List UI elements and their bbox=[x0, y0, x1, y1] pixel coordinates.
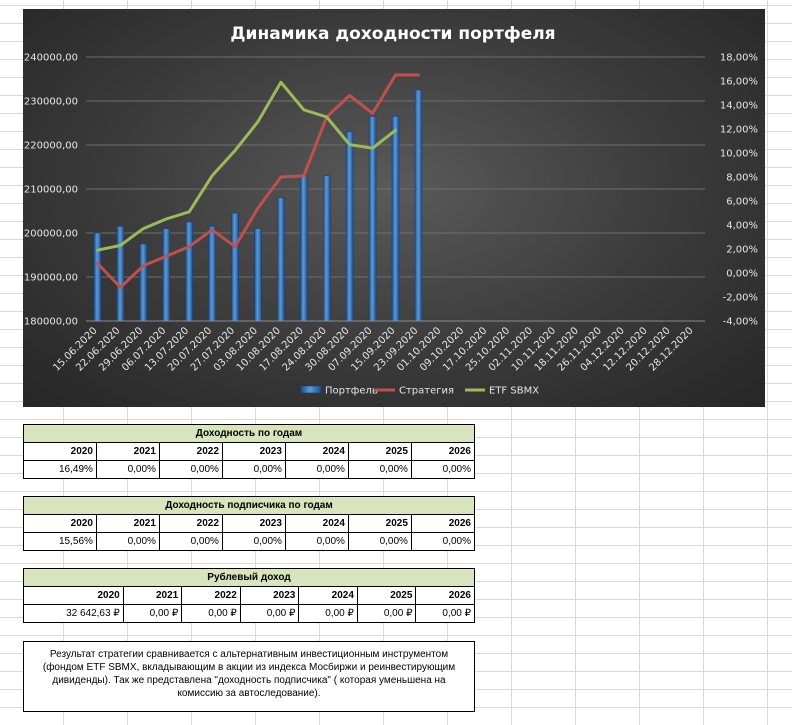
y-left-tick-label: 220000,00 bbox=[24, 141, 78, 152]
bar-portfolio bbox=[185, 221, 193, 322]
year-cell[interactable]: 2020 bbox=[23, 586, 124, 605]
year-header-row: 2020 2021 2022 2023 2024 2025 2026 bbox=[23, 442, 476, 461]
value-cell[interactable]: 0,00% bbox=[221, 532, 286, 551]
value-cell[interactable]: 0,00% bbox=[95, 460, 160, 479]
y-right-tick-label: 16,00% bbox=[720, 77, 758, 88]
y-left-tick-label: 190000,00 bbox=[24, 273, 78, 284]
year-cell[interactable]: 2022 bbox=[181, 586, 241, 605]
chart-title: Динамика доходности портфеля bbox=[230, 24, 555, 44]
year-cell[interactable]: 2020 bbox=[23, 442, 97, 461]
description-note: Результат стратегии сравнивается с альте… bbox=[23, 641, 475, 712]
y-left-tick-label: 230000,00 bbox=[24, 97, 78, 108]
year-cell[interactable]: 2026 bbox=[415, 586, 475, 605]
value-cell[interactable]: 0,00% bbox=[95, 532, 160, 551]
subscriber-return-table: Доходность подписчика по годам 2020 2021 2… bbox=[23, 496, 476, 551]
year-cell[interactable]: 2025 bbox=[347, 514, 412, 533]
table-title: Доходность подписчика по годам bbox=[23, 496, 475, 515]
value-cell[interactable]: 0,00 ₽ bbox=[356, 604, 417, 623]
bar-portfolio bbox=[299, 175, 308, 322]
value-cell[interactable]: 0,00 ₽ bbox=[122, 604, 183, 623]
y-right-tick-label: 8,00% bbox=[726, 173, 758, 184]
year-cell[interactable]: 2026 bbox=[410, 514, 476, 533]
value-cell[interactable]: 0,00% bbox=[410, 460, 476, 479]
bar-portfolio bbox=[322, 175, 331, 322]
value-cell[interactable]: 32 642,63 ₽ bbox=[23, 604, 124, 623]
y-right-tick-label: -4,00% bbox=[723, 317, 758, 328]
value-cell[interactable]: 0,00 ₽ bbox=[239, 604, 300, 623]
value-cell[interactable]: 0,00 ₽ bbox=[181, 604, 241, 623]
y-right-tick-label: 6,00% bbox=[726, 197, 758, 208]
y-left-tick-label: 210000,00 bbox=[24, 185, 78, 196]
bar-portfolio bbox=[208, 226, 216, 322]
value-cell[interactable]: 0,00% bbox=[410, 532, 476, 551]
value-cell[interactable]: 0,00% bbox=[284, 460, 349, 479]
y-left-tick-label: 180000,00 bbox=[24, 317, 78, 328]
table-title: Доходность по годам bbox=[23, 424, 475, 443]
y-right-tick-label: -2,00% bbox=[723, 293, 758, 304]
bar-portfolio bbox=[139, 243, 148, 322]
ruble-income-table: Рублевый доход 2020 2021 2022 2023 2024 2025 2… bbox=[23, 568, 475, 623]
year-cell[interactable]: 2022 bbox=[158, 514, 223, 533]
value-row: 16,49% 0,00% 0,00% 0,00% 0,00% 0,00% 0,00% bbox=[23, 460, 476, 479]
year-cell[interactable]: 2021 bbox=[95, 442, 160, 461]
y-right-tick-label: 12,00% bbox=[720, 125, 758, 136]
bar-portfolio bbox=[345, 131, 354, 322]
y-right-tick-label: 4,00% bbox=[726, 221, 758, 232]
year-header-row: 2020 2021 2022 2023 2024 2025 2026 bbox=[23, 514, 476, 533]
year-cell[interactable]: 2021 bbox=[122, 586, 183, 605]
bar-portfolio bbox=[162, 228, 171, 322]
legend-label: Портфель bbox=[325, 386, 378, 397]
y-left-tick-label: 240000,00 bbox=[24, 53, 78, 64]
year-cell[interactable]: 2023 bbox=[239, 586, 300, 605]
year-cell[interactable]: 2025 bbox=[347, 442, 412, 461]
value-row: 15,56% 0,00% 0,00% 0,00% 0,00% 0,00% 0,00% bbox=[23, 532, 476, 551]
line-etf-sbmx bbox=[96, 80, 397, 252]
y-right-tick-label: 14,00% bbox=[720, 101, 758, 112]
value-cell[interactable]: 0,00% bbox=[347, 460, 412, 479]
year-cell[interactable]: 2026 bbox=[410, 442, 476, 461]
year-cell[interactable]: 2024 bbox=[298, 586, 358, 605]
year-cell[interactable]: 2025 bbox=[356, 586, 417, 605]
line-strategy bbox=[96, 73, 420, 289]
chart-area[interactable]: Динамика доходности портфеля 240000,00 23… bbox=[23, 9, 765, 407]
bar-portfolio bbox=[93, 232, 102, 322]
y-right-tick-label: 0,00% bbox=[726, 269, 758, 280]
bar-portfolio bbox=[391, 116, 400, 322]
y-right-tick-label: 2,00% bbox=[726, 245, 758, 256]
portfolio-chart[interactable]: Динамика доходности портфеля 240000,00 23… bbox=[23, 9, 765, 407]
bar-portfolio bbox=[116, 226, 125, 322]
bar-portfolio bbox=[231, 212, 239, 322]
year-cell[interactable]: 2022 bbox=[158, 442, 223, 461]
legend-label: Стратегия bbox=[399, 386, 454, 397]
value-cell[interactable]: 0,00% bbox=[221, 460, 286, 479]
year-cell[interactable]: 2023 bbox=[221, 442, 286, 461]
year-cell[interactable]: 2023 bbox=[221, 514, 286, 533]
bar-portfolio bbox=[277, 197, 285, 322]
y-right-tick-label: 10,00% bbox=[720, 149, 758, 160]
legend-swatch-portfolio bbox=[300, 385, 322, 394]
value-cell[interactable]: 0,00% bbox=[347, 532, 412, 551]
year-cell[interactable]: 2020 bbox=[23, 514, 97, 533]
value-cell[interactable]: 15,56% bbox=[23, 532, 97, 551]
y-right-tick-label: 18,00% bbox=[720, 53, 758, 64]
year-cell[interactable]: 2024 bbox=[284, 442, 349, 461]
year-cell[interactable]: 2024 bbox=[284, 514, 349, 533]
legend-label: ETF SBMX bbox=[489, 386, 539, 397]
value-cell[interactable]: 16,49% bbox=[23, 460, 97, 479]
value-row: 32 642,63 ₽0,00 ₽0,00 ₽0,00 ₽0,00 ₽0,00 … bbox=[23, 604, 475, 623]
value-cell[interactable]: 0,00% bbox=[284, 532, 349, 551]
value-cell[interactable]: 0,00 ₽ bbox=[415, 604, 475, 623]
value-cell[interactable]: 0,00% bbox=[158, 532, 223, 551]
chart-legend: Портфель Стратегия ETF SBMX bbox=[300, 385, 539, 397]
bar-portfolio bbox=[254, 228, 262, 322]
year-cell[interactable]: 2021 bbox=[95, 514, 160, 533]
table-title: Рублевый доход bbox=[23, 568, 475, 587]
year-header-row: 2020 2021 2022 2023 2024 2025 2026 bbox=[23, 586, 475, 605]
value-cell[interactable]: 0,00% bbox=[158, 460, 223, 479]
y-left-tick-label: 200000,00 bbox=[24, 229, 78, 240]
value-cell[interactable]: 0,00 ₽ bbox=[298, 604, 358, 623]
yearly-return-table: Доходность по годам 2020 2021 2022 2023 2024… bbox=[23, 424, 476, 479]
bar-portfolio bbox=[414, 89, 423, 322]
